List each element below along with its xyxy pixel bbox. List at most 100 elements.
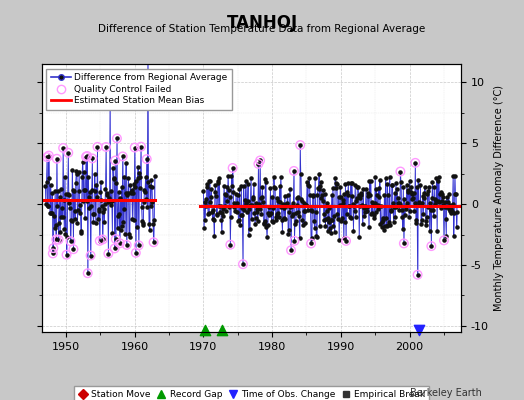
Point <box>65 200 73 206</box>
Point <box>132 250 140 256</box>
Point <box>296 142 304 148</box>
Point <box>436 189 445 196</box>
Point <box>97 196 106 203</box>
Point <box>416 202 424 208</box>
Point <box>325 205 333 212</box>
Point <box>50 212 58 219</box>
Point <box>45 152 53 159</box>
Point <box>221 203 229 209</box>
Point <box>131 183 139 190</box>
Point <box>208 209 216 215</box>
Point <box>371 174 379 180</box>
Point <box>216 203 225 210</box>
Point <box>410 208 418 215</box>
Point <box>244 181 252 187</box>
Point <box>138 222 147 228</box>
Point <box>282 201 291 207</box>
Point <box>249 181 258 187</box>
Point <box>368 210 377 216</box>
Point <box>439 194 447 200</box>
Point <box>110 176 118 182</box>
Point <box>203 184 212 190</box>
Point <box>254 218 262 224</box>
Point <box>70 188 78 194</box>
Point <box>318 192 326 198</box>
Point <box>290 238 299 244</box>
Point <box>48 210 56 216</box>
Point <box>421 222 430 228</box>
Point <box>359 205 368 212</box>
Point <box>217 229 226 236</box>
Point <box>451 173 459 180</box>
Point <box>279 204 288 211</box>
Point <box>267 210 275 216</box>
Point <box>45 152 53 159</box>
Point <box>64 192 73 198</box>
Point <box>83 270 92 276</box>
Point <box>64 150 72 156</box>
Point <box>111 245 119 252</box>
Point <box>61 231 70 237</box>
Point <box>102 144 110 150</box>
Point <box>260 218 269 224</box>
Point <box>362 186 370 192</box>
Point <box>66 205 74 212</box>
Point <box>106 92 114 99</box>
Point <box>71 216 79 222</box>
Point <box>319 186 328 193</box>
Point <box>95 208 103 214</box>
Point <box>51 222 60 228</box>
Point <box>390 204 398 210</box>
Point <box>143 204 151 210</box>
Point <box>431 201 439 207</box>
Point <box>290 168 298 174</box>
Point <box>45 175 53 182</box>
Point <box>133 224 141 230</box>
Point <box>81 215 89 221</box>
Point <box>104 199 112 205</box>
Point <box>116 195 125 201</box>
Point <box>434 174 443 180</box>
Point <box>211 182 220 188</box>
Point <box>280 192 289 199</box>
Point <box>351 208 359 214</box>
Point <box>287 247 295 254</box>
Point <box>294 208 302 215</box>
Point <box>307 207 315 213</box>
Point <box>317 194 325 201</box>
Point <box>329 185 337 192</box>
Point <box>49 250 57 257</box>
Point <box>445 208 454 214</box>
Point <box>376 177 384 184</box>
Point <box>407 183 416 190</box>
Point <box>110 174 118 181</box>
Point <box>112 180 121 186</box>
Point <box>230 200 238 206</box>
Point <box>230 204 238 211</box>
Point <box>448 208 456 214</box>
Point <box>206 194 215 200</box>
Point <box>255 206 264 212</box>
Point <box>227 214 235 220</box>
Point <box>130 144 139 151</box>
Point <box>96 188 104 195</box>
Point <box>403 200 411 206</box>
Point <box>129 180 138 187</box>
Point <box>294 194 303 200</box>
Point <box>227 173 236 179</box>
Point <box>48 190 57 196</box>
Point <box>426 200 434 206</box>
Point <box>105 197 113 204</box>
Point <box>229 188 237 195</box>
Point <box>209 207 217 213</box>
Point <box>337 218 346 224</box>
Point <box>236 222 244 228</box>
Point <box>381 223 389 229</box>
Point <box>130 144 139 151</box>
Point <box>83 270 92 276</box>
Point <box>123 242 131 248</box>
Point <box>143 156 151 162</box>
Point <box>234 192 242 198</box>
Point <box>399 226 407 232</box>
Point <box>285 209 293 215</box>
